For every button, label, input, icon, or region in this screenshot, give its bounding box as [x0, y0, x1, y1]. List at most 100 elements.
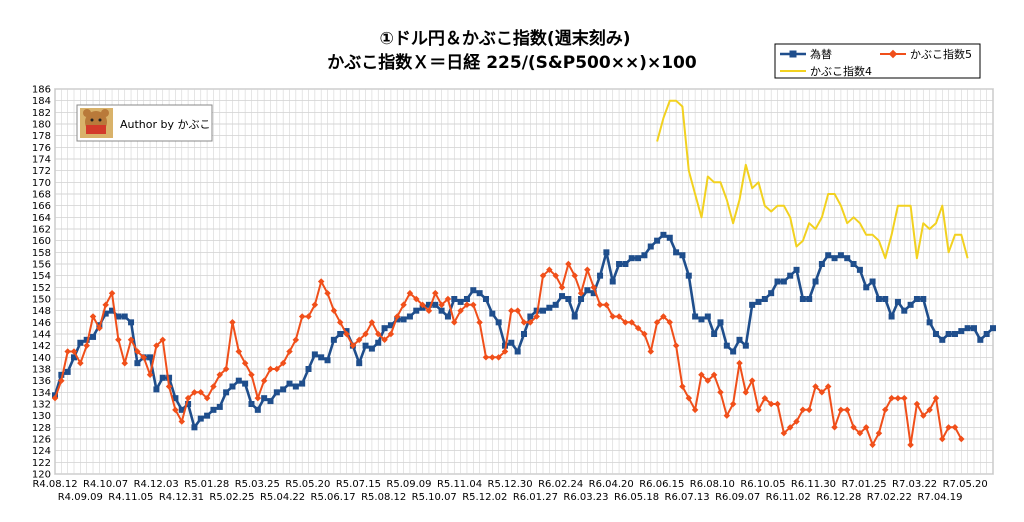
data-point	[172, 406, 179, 414]
data-point	[844, 255, 851, 262]
data-point	[635, 255, 642, 262]
data-point	[128, 319, 135, 326]
legend-label-1: かぶこ指数5	[910, 47, 972, 61]
data-point	[197, 415, 204, 422]
x-tick-label: R5.01.28	[184, 479, 229, 490]
data-point	[318, 354, 325, 361]
data-point	[64, 348, 71, 355]
data-point	[343, 330, 350, 338]
y-tick-label: 152	[32, 283, 51, 294]
data-point	[786, 424, 794, 431]
data-point	[939, 435, 946, 443]
data-point	[767, 400, 775, 408]
data-point	[641, 252, 648, 259]
data-point	[134, 348, 141, 355]
data-point	[191, 424, 198, 431]
x-tick-label: R4.10.07	[83, 479, 128, 490]
legend-label-2: かぶこ指数4	[810, 64, 872, 78]
data-point	[913, 400, 921, 408]
y-tick-label: 138	[32, 365, 51, 376]
data-point	[470, 287, 477, 294]
legend-entry-series-2: かぶこ指数4	[780, 64, 872, 78]
data-point	[292, 383, 299, 390]
data-point	[235, 377, 242, 384]
x-tick-label: R6.10.05	[740, 479, 785, 490]
data-point	[679, 383, 686, 390]
data-point	[920, 412, 927, 419]
data-point	[565, 296, 572, 302]
author-label: Author by かぶこ	[120, 118, 211, 131]
x-tick-label: R5.03.25	[235, 479, 280, 490]
data-point	[698, 371, 705, 379]
data-point	[286, 380, 293, 387]
chart-subtitle: かぶこ指数Ｘ＝日経 225/(S&P500××)×100	[327, 52, 697, 73]
data-point	[127, 336, 135, 344]
data-point	[869, 278, 876, 285]
data-point	[571, 313, 578, 320]
data-point	[673, 249, 680, 256]
data-point	[634, 324, 642, 332]
data-point	[470, 301, 477, 309]
data-point	[977, 336, 984, 343]
data-point	[267, 365, 274, 373]
data-point	[419, 301, 426, 309]
y-tick-label: 134	[32, 388, 51, 399]
x-tick-label: R5.09.09	[386, 479, 431, 490]
data-point	[58, 377, 65, 384]
data-point	[508, 307, 515, 314]
data-point	[559, 293, 566, 300]
data-point	[698, 316, 705, 323]
data-point	[279, 359, 287, 367]
x-tick-label: R6.11.02	[766, 492, 811, 503]
data-point	[913, 296, 920, 302]
data-point	[476, 319, 483, 326]
data-point	[311, 301, 319, 309]
data-point	[685, 272, 692, 279]
data-point	[824, 383, 832, 390]
y-tick-label: 128	[32, 423, 51, 434]
data-point	[875, 429, 883, 437]
x-tick-label: R5.12.30	[488, 479, 533, 490]
data-point	[159, 374, 166, 381]
data-point	[647, 243, 654, 250]
y-tick-label: 182	[32, 108, 51, 119]
x-tick-label: R5.12.02	[462, 492, 507, 503]
data-point	[527, 319, 534, 326]
data-point	[368, 319, 376, 326]
data-point	[578, 296, 585, 302]
data-point	[298, 313, 306, 320]
data-point	[153, 386, 160, 393]
data-point	[901, 307, 908, 314]
data-point	[368, 345, 375, 352]
y-tick-label: 160	[32, 236, 51, 247]
data-point	[521, 331, 527, 337]
data-point	[387, 322, 394, 329]
data-point	[299, 380, 306, 387]
data-point	[185, 401, 192, 407]
data-point	[489, 354, 496, 361]
data-point	[717, 319, 724, 326]
data-point	[273, 365, 281, 373]
data-point	[229, 319, 236, 326]
data-point	[603, 249, 610, 256]
plot-grid	[54, 88, 994, 475]
data-point	[958, 328, 965, 335]
data-point	[806, 296, 813, 302]
x-tick-label: R4.08.12	[32, 479, 77, 490]
data-point	[362, 342, 369, 349]
data-point	[58, 371, 65, 378]
data-point	[451, 296, 458, 302]
data-point	[102, 301, 109, 309]
data-point	[254, 394, 262, 402]
data-point	[850, 424, 857, 431]
data-point	[444, 313, 451, 320]
data-point	[362, 330, 369, 338]
data-point	[945, 424, 952, 431]
data-point	[102, 310, 109, 317]
data-point	[970, 325, 977, 332]
data-point	[888, 313, 895, 320]
data-point	[710, 371, 718, 379]
data-point	[628, 255, 635, 262]
data-point	[881, 406, 889, 414]
data-point	[983, 331, 990, 337]
